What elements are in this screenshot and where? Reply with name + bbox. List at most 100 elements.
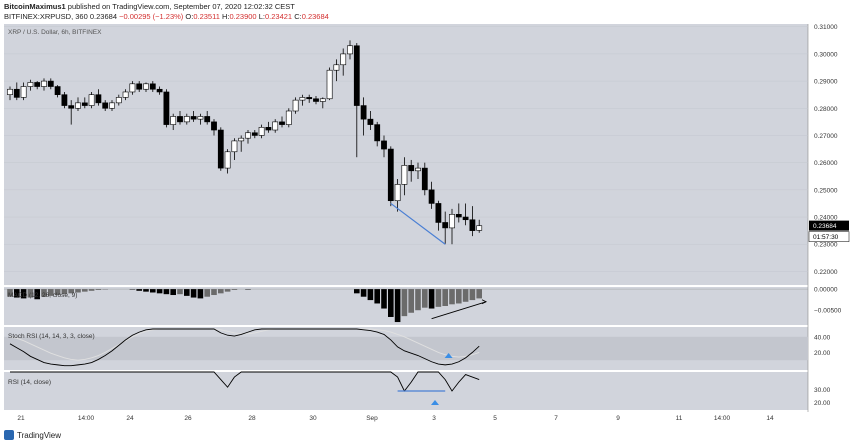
candle-up <box>285 110 292 125</box>
price-pane-title: XRP / U.S. Dollar, 6h, BITFINEX <box>8 29 102 36</box>
candle-up <box>326 69 333 100</box>
macd-bar <box>95 289 102 290</box>
macd-bar <box>435 289 442 307</box>
symbol-label: BITFINEX:XRPUSD, 360 <box>4 12 88 21</box>
macd-trendline <box>431 301 487 320</box>
x-tick-label: 9 <box>616 415 620 422</box>
author-name: BitcoinMaximus1 <box>4 2 66 11</box>
price-trendline <box>390 202 446 245</box>
stoch-tick-label: 20.00 <box>814 350 831 357</box>
candle-up <box>333 64 340 71</box>
candle-up <box>476 225 483 231</box>
x-tick-label: 3 <box>432 415 436 422</box>
candle-down <box>13 88 20 98</box>
candle-down <box>81 102 88 106</box>
candle-down <box>306 97 313 100</box>
close-value: 0.23684 <box>301 12 329 21</box>
candle-down <box>163 91 170 125</box>
candle-down <box>251 132 258 136</box>
macd-bar <box>136 289 142 291</box>
countdown-label: 01:57:30 <box>813 234 839 241</box>
candle-up <box>415 167 421 172</box>
macd-bar <box>177 289 183 295</box>
macd-bar <box>354 289 360 294</box>
price-tick-label: 0.27000 <box>814 133 838 140</box>
candle-up <box>224 151 231 169</box>
last-price: 0.23684 <box>89 12 117 21</box>
candle-down <box>149 83 156 90</box>
candle-down <box>374 124 381 142</box>
macd-bar <box>170 289 176 296</box>
x-tick-label: 11 <box>676 415 683 422</box>
macd-bar <box>218 289 224 294</box>
stoch-label: Stoch RSI (14, 14, 3, 3, close) <box>8 333 95 340</box>
candle-up <box>75 102 81 109</box>
candle-down <box>211 121 217 131</box>
candle-down <box>353 45 360 106</box>
chart-header-author: BitcoinMaximus1 published on TradingView… <box>4 2 295 11</box>
candle-up <box>27 82 34 87</box>
macd-bar <box>360 289 367 297</box>
macd-bar <box>367 289 374 301</box>
candle-down <box>54 86 61 95</box>
chart-header-symbol: BITFINEX:XRPUSD, 360 0.23684 −0.00295 (−… <box>4 12 329 21</box>
candle-down <box>279 121 285 125</box>
price-tick-label: 0.30000 <box>814 51 838 58</box>
x-tick-label: 14:00 <box>714 415 731 422</box>
macd-bar <box>428 289 435 309</box>
candle-up <box>170 116 177 125</box>
macd-bar <box>462 289 469 302</box>
stoch-tick-label: 40.00 <box>814 334 831 341</box>
candle-down <box>455 214 462 218</box>
candle-up <box>449 214 455 229</box>
open-label: O: <box>185 12 194 21</box>
brand-text: TradingView <box>17 430 62 440</box>
macd-bar <box>197 289 204 299</box>
stoch-k-line <box>9 328 480 367</box>
price-tick-label: 0.29000 <box>814 79 838 86</box>
candle-up <box>115 97 122 104</box>
macd-bar <box>224 289 231 292</box>
macd-bar <box>442 289 448 306</box>
macd-bar <box>422 289 428 308</box>
candle-down <box>428 189 435 204</box>
countdown-box <box>808 231 850 242</box>
candle-up <box>197 116 204 120</box>
macd-bar <box>54 289 61 296</box>
price-tick-label: 0.24000 <box>814 215 838 222</box>
macd-bar <box>388 289 394 317</box>
last-price-label: 0.23684 <box>813 223 837 230</box>
x-tick-label: 26 <box>184 415 192 422</box>
candle-down <box>265 127 272 131</box>
x-tick-label: 14 <box>766 415 774 422</box>
candle-down <box>360 105 367 120</box>
macd-bar <box>41 289 47 297</box>
low-value: 0.23421 <box>264 12 293 21</box>
macd-bar <box>68 289 74 294</box>
x-tick-label: 7 <box>554 415 558 422</box>
macd-bar <box>88 289 95 291</box>
candle-down <box>421 167 428 191</box>
candle-up <box>401 165 408 185</box>
macd-bar <box>476 289 482 299</box>
macd-label: MACD (12, 26, close, 9) <box>8 292 77 299</box>
close-label: C: <box>294 12 302 21</box>
rsi-up-arrow-icon <box>431 400 439 405</box>
macd-bar <box>34 289 40 300</box>
candle-down <box>47 80 54 87</box>
candle-up <box>319 98 326 102</box>
macd-bar <box>381 289 387 309</box>
published-text: published on TradingView.com, September … <box>67 2 295 11</box>
price-tick-label: 0.31000 <box>814 24 838 31</box>
candle-up <box>238 137 245 142</box>
candle-up <box>88 94 95 106</box>
price-tick-label: 0.23000 <box>814 242 838 249</box>
macd-bar <box>231 289 238 290</box>
candle-up <box>231 140 238 153</box>
macd-bar <box>204 289 210 297</box>
candle-up <box>41 80 47 87</box>
macd-bar <box>211 289 217 296</box>
stoch-band <box>4 336 808 361</box>
x-tick-label: Sep <box>366 415 378 422</box>
